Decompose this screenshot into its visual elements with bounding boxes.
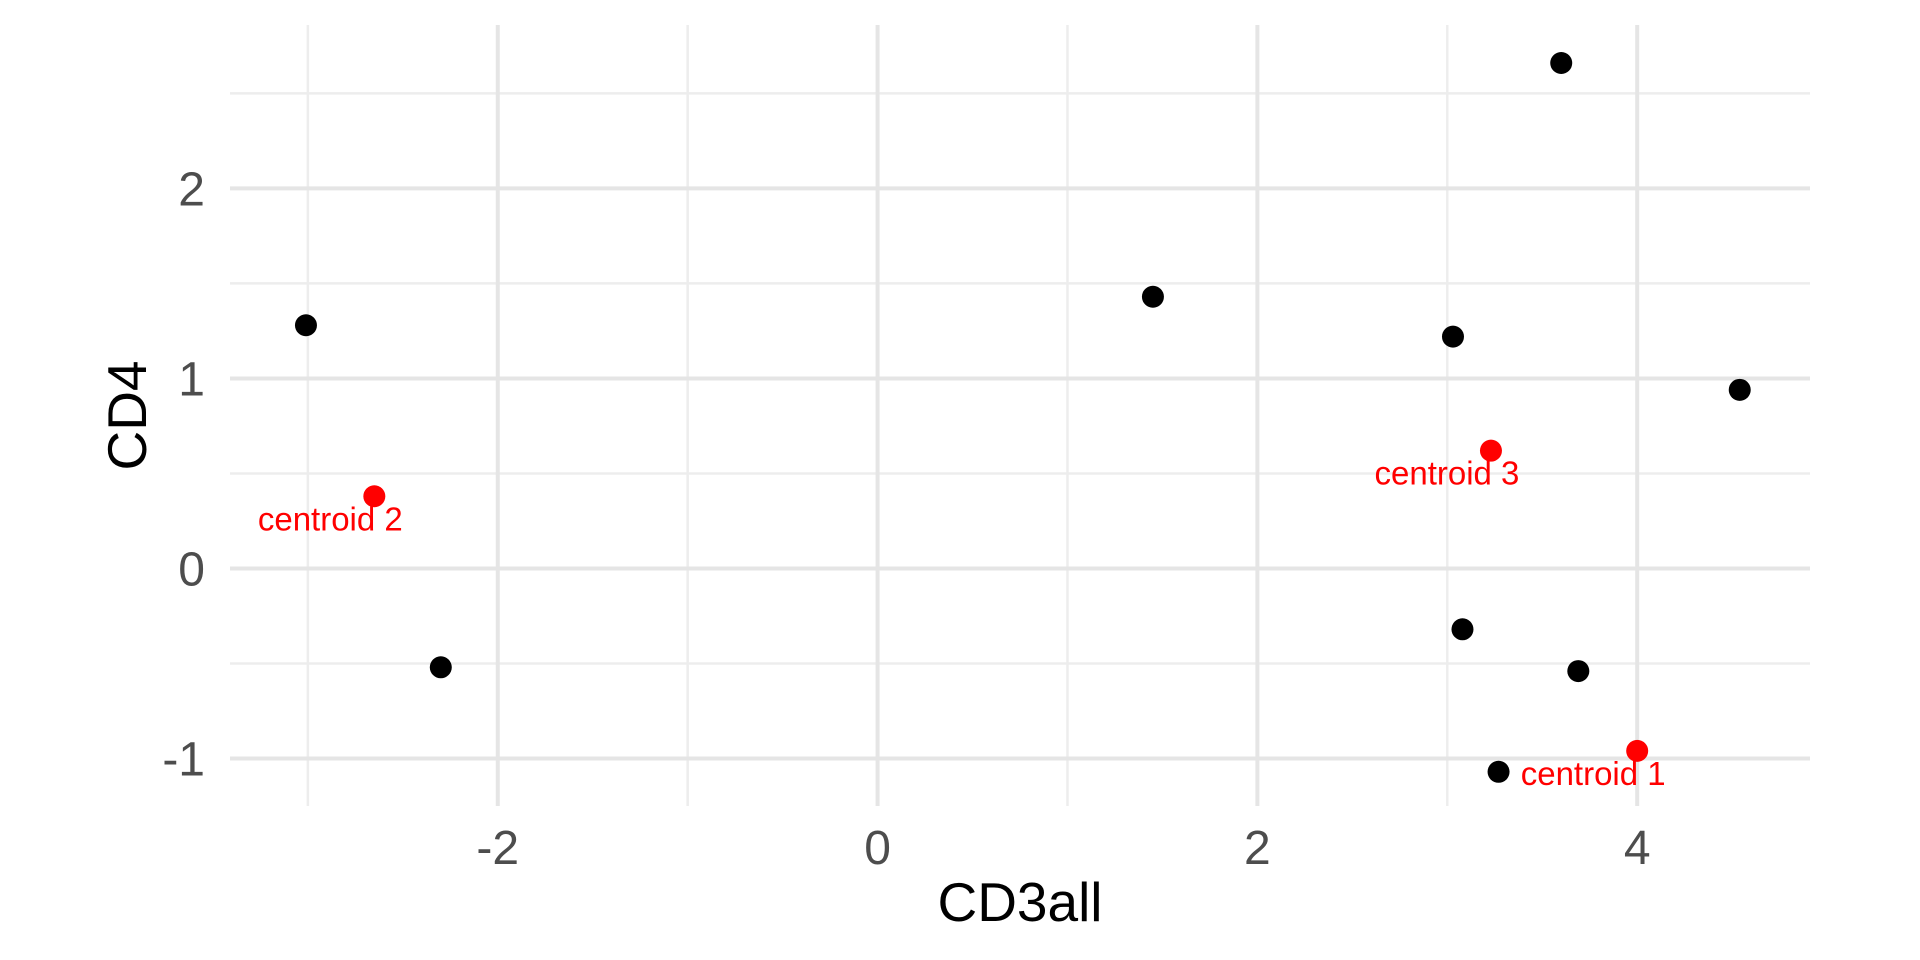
data-point	[1141, 285, 1164, 308]
minor-gridlines	[230, 25, 1810, 806]
x-axis-title: CD3all	[937, 871, 1102, 933]
x-tick-label: 2	[1244, 822, 1271, 875]
data-point	[1550, 52, 1573, 75]
x-tick-label: 4	[1624, 822, 1651, 875]
data-point	[1728, 378, 1751, 401]
centroid-point	[1479, 439, 1502, 462]
data-point	[1487, 760, 1510, 783]
y-axis-tick-labels: -1 0 1 2	[162, 163, 205, 786]
data-point	[294, 314, 317, 337]
x-tick-label: 0	[864, 822, 891, 875]
x-axis-tick-labels: -2 0 2 4	[476, 822, 1650, 875]
data-point	[1567, 660, 1590, 683]
data-point	[429, 656, 452, 679]
data-points	[294, 52, 1751, 783]
centroids: centroid 1 centroid 2 centroid 3	[258, 439, 1666, 792]
data-point	[1451, 618, 1474, 641]
centroid-label: centroid 2	[258, 500, 403, 537]
major-gridlines	[230, 25, 1810, 806]
y-axis-title: CD4	[96, 360, 158, 470]
y-tick-label: 2	[178, 163, 205, 216]
x-tick-label: -2	[476, 822, 519, 875]
centroid-point	[1626, 739, 1649, 762]
centroid-label: centroid 1	[1521, 755, 1666, 792]
y-tick-label: 1	[178, 353, 205, 406]
y-tick-label: 0	[178, 543, 205, 596]
y-tick-label: -1	[162, 733, 205, 786]
centroid-label: centroid 3	[1374, 455, 1519, 492]
data-point	[1441, 325, 1464, 348]
centroid-point	[363, 485, 386, 508]
